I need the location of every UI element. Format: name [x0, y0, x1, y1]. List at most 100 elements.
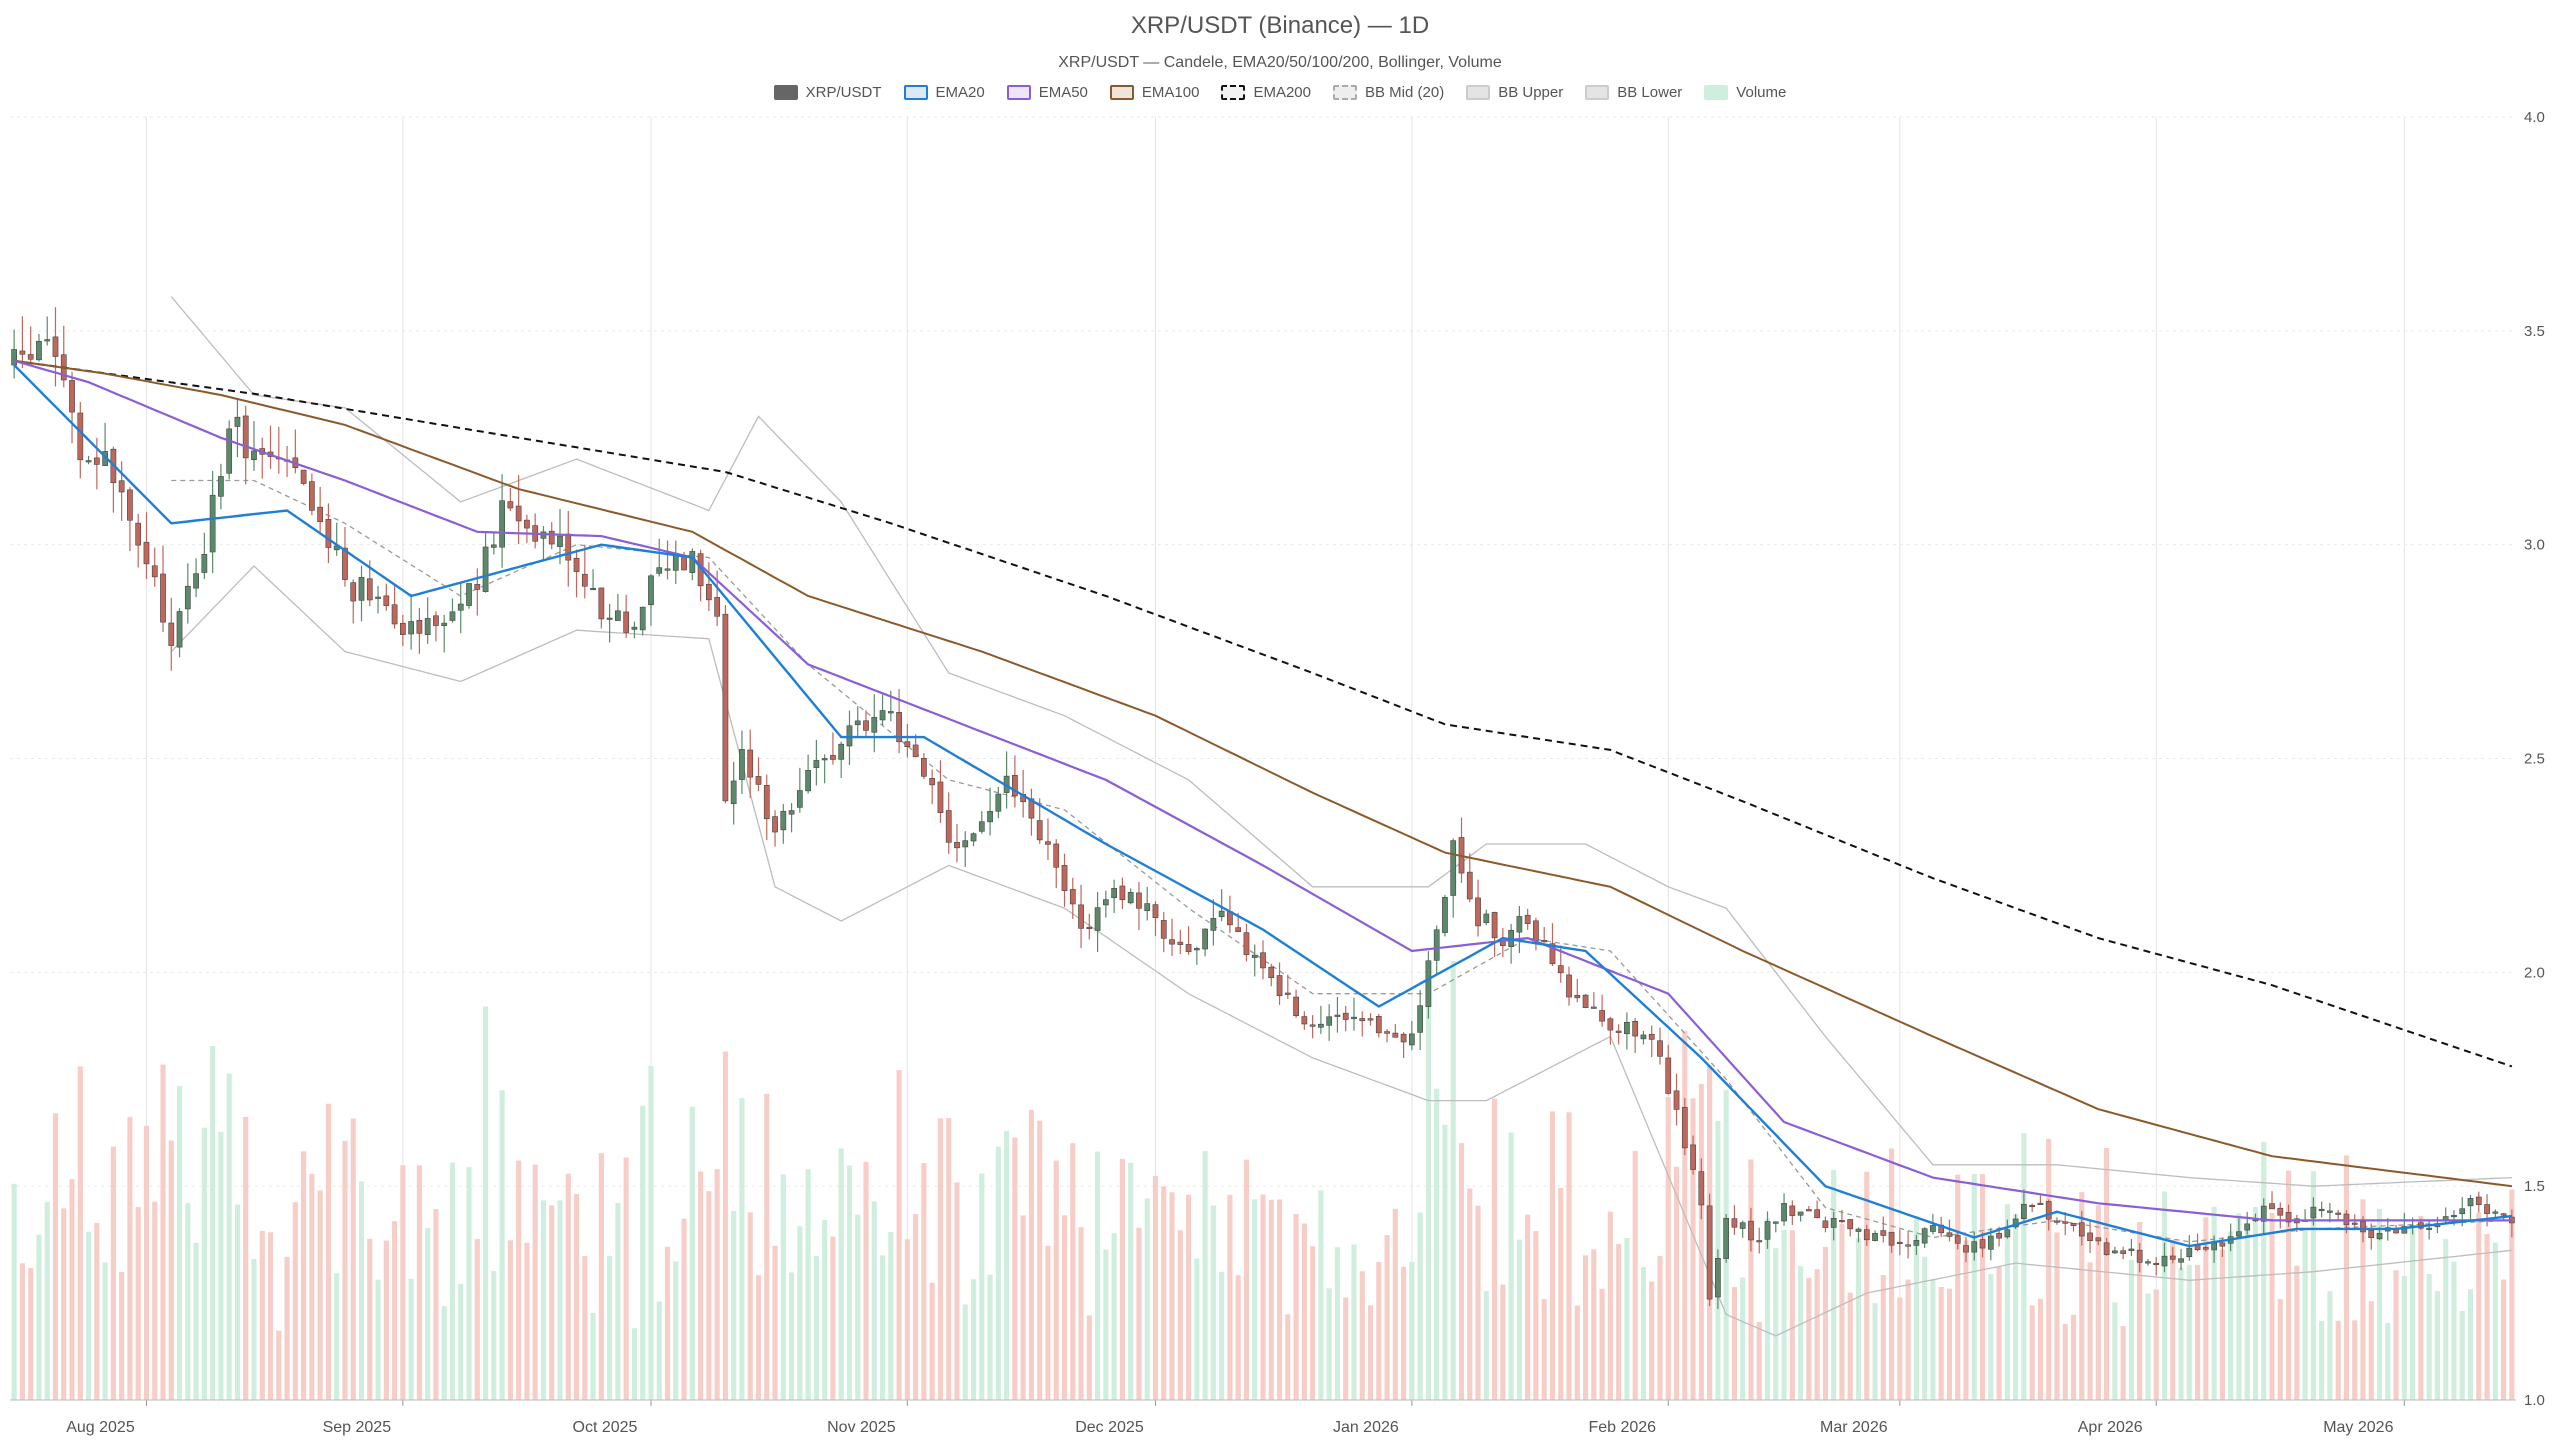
candle-body	[2343, 1213, 2350, 1226]
candle-body	[648, 575, 654, 606]
candle-body	[325, 519, 332, 548]
volume-bar	[28, 1267, 34, 1400]
volume-bar	[1558, 1187, 1564, 1400]
candle-body	[1582, 994, 1589, 1008]
candle-body	[706, 583, 712, 601]
candle-body	[1053, 843, 1060, 868]
candle-body	[490, 544, 497, 548]
legend-item[interactable]: EMA20	[903, 84, 985, 101]
candle-body	[27, 354, 34, 360]
candle-body	[143, 541, 150, 565]
candle-body	[780, 810, 787, 831]
candle-body	[2401, 1226, 2408, 1234]
candle-body	[1293, 996, 1299, 1017]
volume-bar	[2178, 1267, 2184, 1400]
volume-bar	[1764, 1218, 1771, 1400]
volume-bar	[1359, 1271, 1365, 1400]
candle-body	[118, 480, 125, 493]
candle-body	[259, 448, 266, 455]
volume-bar	[1715, 1120, 1721, 1400]
volume-bar	[1392, 1208, 1398, 1400]
candle-body	[1772, 1221, 1779, 1224]
candle-body	[1392, 1032, 1399, 1038]
volume-bar	[36, 1234, 42, 1400]
volume-bar	[2211, 1206, 2217, 1400]
volume-bar	[1748, 1159, 1754, 1400]
candle-body	[2318, 1208, 2325, 1212]
volume-bar	[1649, 1281, 1655, 1400]
volume-bar	[1607, 1211, 1613, 1400]
candle-body	[2302, 1219, 2308, 1222]
candle-body	[1921, 1228, 1928, 1244]
legend-item[interactable]: Volume	[1704, 84, 1786, 101]
candle-body	[1979, 1239, 1986, 1249]
candle-body	[1797, 1211, 1804, 1216]
volume-bar	[77, 1066, 83, 1400]
volume-bar	[2021, 1133, 2027, 1400]
x-tick-label: Mar 2026	[1820, 1419, 1888, 1436]
volume-bar	[607, 1256, 613, 1400]
candle-body	[2112, 1250, 2118, 1254]
candle-body	[954, 842, 960, 849]
legend-item[interactable]: BB Lower	[1585, 84, 1682, 101]
legend-item[interactable]: BB Upper	[1466, 84, 1563, 101]
volume-bar	[1020, 1215, 1026, 1400]
candle-body	[540, 531, 547, 539]
legend-item[interactable]: EMA100	[1109, 84, 1199, 101]
candle-body	[1557, 965, 1564, 974]
candle-body	[2384, 1227, 2391, 1232]
candle-body	[36, 340, 42, 361]
legend-item[interactable]: EMA200	[1221, 84, 1311, 101]
volume-bar	[2153, 1289, 2159, 1400]
candle-body	[689, 551, 696, 573]
ema-lines	[13, 359, 2513, 1248]
volume-bar	[317, 1190, 323, 1400]
candle-body	[722, 613, 729, 802]
volume-bar	[1640, 1267, 1647, 1400]
candle-body	[1235, 927, 1242, 933]
candle-body	[1789, 1205, 1796, 1216]
candle-body	[284, 459, 290, 462]
legend-item[interactable]: EMA50	[1006, 84, 1088, 101]
legend-item[interactable]: BB Mid (20)	[1333, 84, 1444, 101]
volume-bar	[2054, 1232, 2060, 1400]
candle-body	[1028, 798, 1035, 819]
candle-body	[1764, 1221, 1771, 1240]
volume-bar	[2418, 1216, 2424, 1400]
candle-body	[697, 553, 704, 587]
volume-bar	[2252, 1206, 2259, 1400]
volume-bar	[673, 1261, 679, 1400]
candle-body	[1731, 1218, 1738, 1228]
candle-body	[1086, 926, 1093, 930]
candle-body	[623, 611, 630, 633]
candle-body	[168, 622, 175, 646]
volume-bar	[168, 1140, 174, 1400]
volume-bar	[615, 1202, 621, 1400]
candle-body	[2509, 1216, 2515, 1224]
volume-bar	[1343, 1297, 1349, 1400]
ema50-line	[13, 359, 2512, 1222]
candle-body	[664, 568, 671, 571]
volume-bar	[2269, 1213, 2275, 1400]
volume-bar	[2501, 1279, 2507, 1400]
volume-bar	[1293, 1214, 1299, 1400]
volume-bar	[516, 1160, 522, 1400]
chart-subtitle: XRP/USDT — Candele, EMA20/50/100/200, Bo…	[1058, 54, 1502, 71]
candle-body	[2269, 1203, 2275, 1210]
volume-bar	[921, 1163, 927, 1400]
volume-bar	[392, 1221, 398, 1400]
volume-bar	[1657, 1255, 1663, 1400]
volume-bar	[1839, 1223, 1845, 1400]
candle-body	[77, 412, 84, 461]
volume-bar	[929, 1282, 935, 1400]
volume-bar	[954, 1182, 960, 1400]
legend-item[interactable]: XRP/USDT	[773, 84, 882, 101]
candle-body	[615, 610, 621, 621]
candle-body	[2260, 1205, 2267, 1222]
volume-bar	[1384, 1235, 1390, 1400]
candle-body	[1698, 1171, 1705, 1206]
volume-bar	[797, 1226, 803, 1400]
candle-body	[2475, 1196, 2482, 1205]
volume-bar	[1988, 1273, 1994, 1400]
volume-bar	[2161, 1191, 2168, 1400]
